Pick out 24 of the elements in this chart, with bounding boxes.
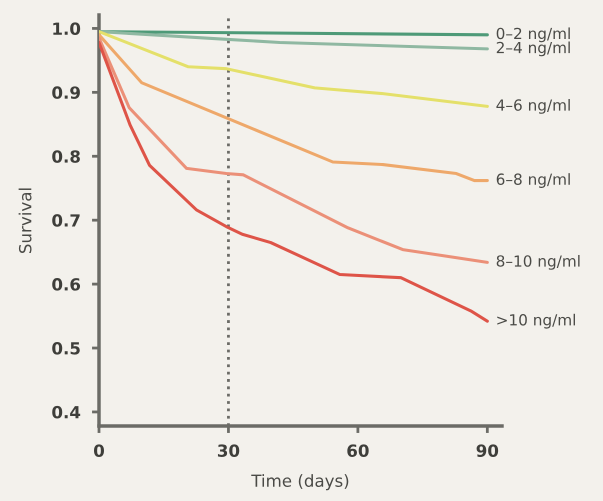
y-tick-label: 1.0 <box>53 22 80 35</box>
y-tick-label: 0.9 <box>52 86 80 99</box>
series-label: 4–6 ng/ml <box>496 99 570 114</box>
line-series <box>99 36 489 264</box>
y-tick-label: 0.7 <box>52 214 80 227</box>
y-tick-label: 0.8 <box>52 150 80 163</box>
line-series <box>99 40 489 323</box>
series-label: 2–4 ng/ml <box>496 41 570 56</box>
series-label: >10 ng/ml <box>497 314 575 329</box>
x-tick-label: 0 <box>94 444 104 457</box>
line-series <box>99 30 489 50</box>
series-label: 6–8 ng/ml <box>496 173 570 188</box>
line-series <box>99 33 489 182</box>
y-tick-label: 0.5 <box>52 342 80 355</box>
line-series <box>99 30 489 108</box>
y-tick-label: 0.4 <box>52 406 80 419</box>
x-tick-label: 60 <box>347 444 369 457</box>
y-axis-title: Survival <box>18 188 32 253</box>
x-tick-label: 30 <box>218 444 240 457</box>
series-label: 0–2 ng/ml <box>496 27 570 42</box>
x-tick-label: 90 <box>476 444 498 457</box>
y-tick-label: 0.6 <box>52 278 80 291</box>
x-axis-title: Time (days) <box>251 474 348 490</box>
series-label: 8–10 ng/ml <box>496 254 580 270</box>
